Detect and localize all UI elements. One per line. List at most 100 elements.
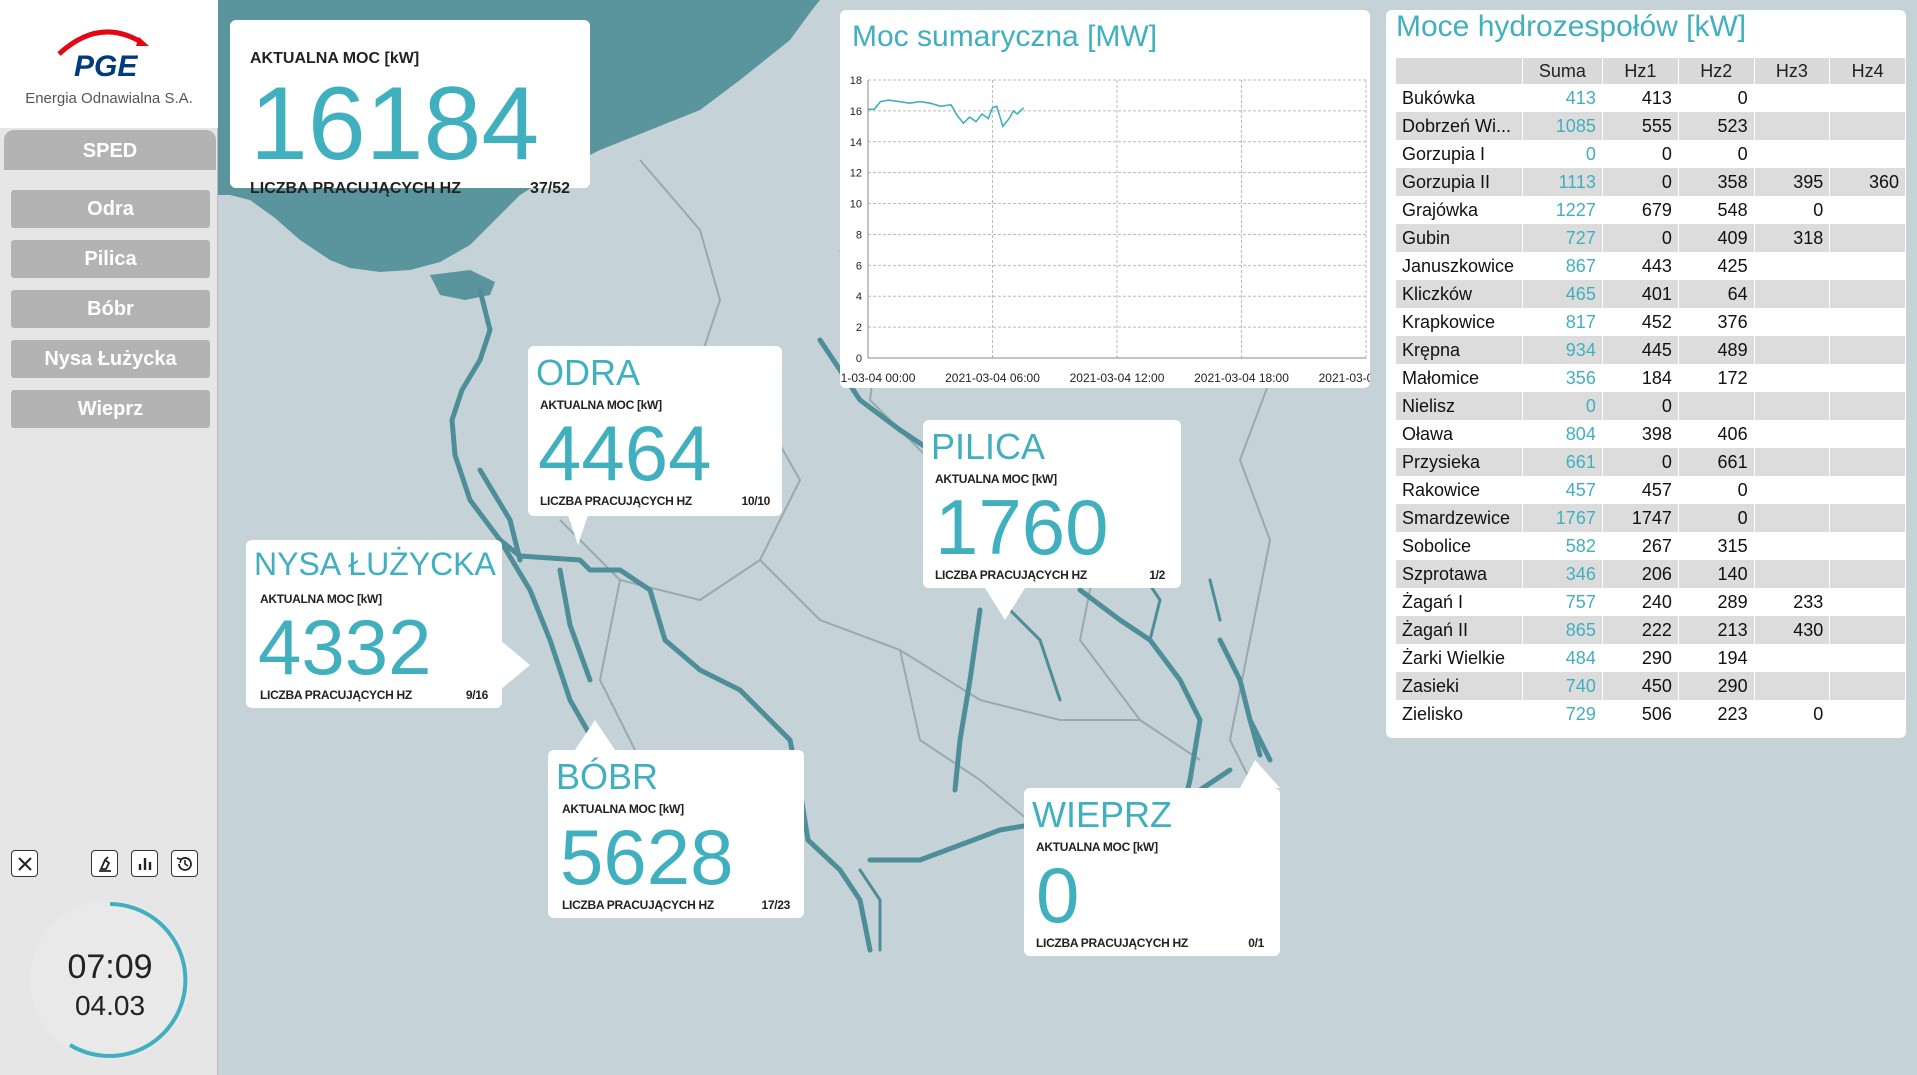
river-power-value: 5628 (560, 813, 734, 901)
unit-cell: 233 (1754, 588, 1831, 616)
pge-logo-icon: PGE (57, 29, 149, 82)
station-name-cell: Żagań II (1396, 616, 1523, 644)
river-card-odra[interactable]: ODRA AKTUALNA MOC [kW] 4464 LICZBA PRACU… (528, 346, 782, 516)
unit-cell: 506 (1602, 700, 1679, 728)
unit-cell (1754, 252, 1831, 280)
station-name-cell: Gorzupia I (1396, 140, 1523, 168)
close-button[interactable] (11, 850, 38, 877)
unit-cell: 289 (1678, 588, 1755, 616)
river-card-bobr[interactable]: BÓBR AKTUALNA MOC [kW] 5628 LICZBA PRACU… (548, 750, 804, 918)
total-power-card: AKTUALNA MOC [kW] 16184 LICZBA PRACUJĄCY… (230, 20, 590, 197)
y-tick-label: 16 (850, 106, 862, 118)
table-row[interactable]: Grajówka 1227 679 548 0 (1396, 196, 1906, 224)
river-working-label: LICZBA PRACUJĄCYCH HZ (540, 494, 692, 508)
unit-cell (1829, 140, 1906, 168)
column-header (1396, 58, 1523, 84)
unit-cell (1829, 532, 1906, 560)
table-row[interactable]: Nielisz 0 0 (1396, 392, 1906, 420)
table-row[interactable]: Żarki Wielkie 484 290 194 (1396, 644, 1906, 672)
unit-cell: 0 (1602, 168, 1679, 196)
sum-cell: 582 (1522, 532, 1603, 560)
table-row[interactable]: Zielisko 729 506 223 0 (1396, 700, 1906, 728)
sum-cell: 817 (1522, 308, 1603, 336)
river-name: NYSA ŁUŻYCKA (254, 546, 496, 582)
x-tick-label: 2021-03-04 12:00 (1070, 371, 1165, 385)
table-row[interactable]: Zasieki 740 450 290 (1396, 672, 1906, 700)
river-name: PILICA (931, 426, 1046, 467)
table-row[interactable]: Krępna 934 445 489 (1396, 336, 1906, 364)
unit-cell: 194 (1678, 644, 1755, 672)
history-button[interactable] (171, 850, 198, 877)
sum-cell: 1767 (1522, 504, 1603, 532)
table-row[interactable]: Bukówka 413 413 0 (1396, 84, 1906, 112)
nav-bobr-button[interactable]: Bóbr (11, 290, 210, 328)
nav-wieprz-button[interactable]: Wieprz (11, 390, 210, 428)
sum-cell: 740 (1522, 672, 1603, 700)
unit-cell (1754, 392, 1831, 420)
unit-cell: 267 (1602, 532, 1679, 560)
station-name-cell: Nielisz (1396, 392, 1523, 420)
unit-cell: 409 (1678, 224, 1755, 252)
river-name: ODRA (536, 352, 641, 393)
nav-nysa-button[interactable]: Nysa Łużycka (11, 340, 210, 378)
unit-cell: 172 (1678, 364, 1755, 392)
table-row[interactable]: Żagań II 865 222 213 430 (1396, 616, 1906, 644)
x-tick-label: 2021-03-04 18:00 (1194, 371, 1289, 385)
unit-cell: 222 (1602, 616, 1679, 644)
unit-cell (1829, 504, 1906, 532)
station-name-cell: Szprotawa (1396, 560, 1523, 588)
y-tick-label: 10 (850, 199, 862, 211)
unit-cell: 457 (1602, 476, 1679, 504)
river-card-nysa-luzycka[interactable]: NYSA ŁUŻYCKA AKTUALNA MOC [kW] 4332 LICZ… (246, 540, 502, 708)
unit-cell: 140 (1678, 560, 1755, 588)
sum-cell: 757 (1522, 588, 1603, 616)
table-row[interactable]: Gubin 727 0 409 318 (1396, 224, 1906, 252)
table-row[interactable]: Oława 804 398 406 (1396, 420, 1906, 448)
total-power-label: AKTUALNA MOC [kW] (250, 50, 420, 67)
table-row[interactable]: Żagań I 757 240 289 233 (1396, 588, 1906, 616)
station-name-cell: Żagań I (1396, 588, 1523, 616)
unit-cell: 0 (1678, 140, 1755, 168)
unit-cell (1829, 196, 1906, 224)
table-title: Moce hydrozespołów [kW] (1396, 10, 1747, 43)
table-row[interactable]: Gorzupia II 1113 0 358 395 360 (1396, 168, 1906, 196)
nav-pilica-button[interactable]: Pilica (11, 240, 210, 278)
unit-cell (1829, 476, 1906, 504)
table-row[interactable]: Januszkowice 867 443 425 (1396, 252, 1906, 280)
river-card-pilica[interactable]: PILICA AKTUALNA MOC [kW] 1760 LICZBA PRA… (923, 420, 1181, 588)
column-header: Hz1 (1602, 58, 1679, 84)
sidebar: PGE Energia Odnawialna S.A. SPED Odra Pi… (0, 0, 218, 1075)
table-row[interactable]: Kliczków 465 401 64 (1396, 280, 1906, 308)
table-row[interactable]: Małomice 356 184 172 (1396, 364, 1906, 392)
unit-cell: 290 (1602, 644, 1679, 672)
station-name-cell: Sobolice (1396, 532, 1523, 560)
unit-cell (1754, 644, 1831, 672)
unit-cell: 555 (1602, 112, 1679, 140)
table-row[interactable]: Krapkowice 817 452 376 (1396, 308, 1906, 336)
river-working-count: 17/23 (761, 898, 790, 912)
unit-cell: 395 (1754, 168, 1831, 196)
river-power-label: AKTUALNA MOC [kW] (562, 802, 684, 816)
table-row[interactable]: Smardzewice 1767 1747 0 (1396, 504, 1906, 532)
unit-cell: 184 (1602, 364, 1679, 392)
clock-time: 07:09 (67, 948, 153, 986)
y-tick-label: 18 (850, 75, 862, 87)
river-card-wieprz[interactable]: WIEPRZ AKTUALNA MOC [kW] 0 LICZBA PRACUJ… (1024, 788, 1280, 956)
table-row[interactable]: Przysieka 661 0 661 (1396, 448, 1906, 476)
station-name-cell: Małomice (1396, 364, 1523, 392)
settings-button[interactable] (91, 850, 118, 877)
unit-cell: 398 (1602, 420, 1679, 448)
nav-odra-button[interactable]: Odra (11, 190, 210, 228)
total-working-count: 37/52 (529, 180, 570, 197)
table-row[interactable]: Rakowice 457 457 0 (1396, 476, 1906, 504)
sum-cell: 729 (1522, 700, 1603, 728)
station-name-cell: Zasieki (1396, 672, 1523, 700)
statistics-button[interactable] (131, 850, 158, 877)
table-row[interactable]: Dobrzeń Wi... 1085 555 523 (1396, 112, 1906, 140)
power-series-line (868, 99, 1025, 128)
sum-cell: 934 (1522, 336, 1603, 364)
station-name-cell: Krępna (1396, 336, 1523, 364)
table-row[interactable]: Szprotawa 346 206 140 (1396, 560, 1906, 588)
table-row[interactable]: Sobolice 582 267 315 (1396, 532, 1906, 560)
